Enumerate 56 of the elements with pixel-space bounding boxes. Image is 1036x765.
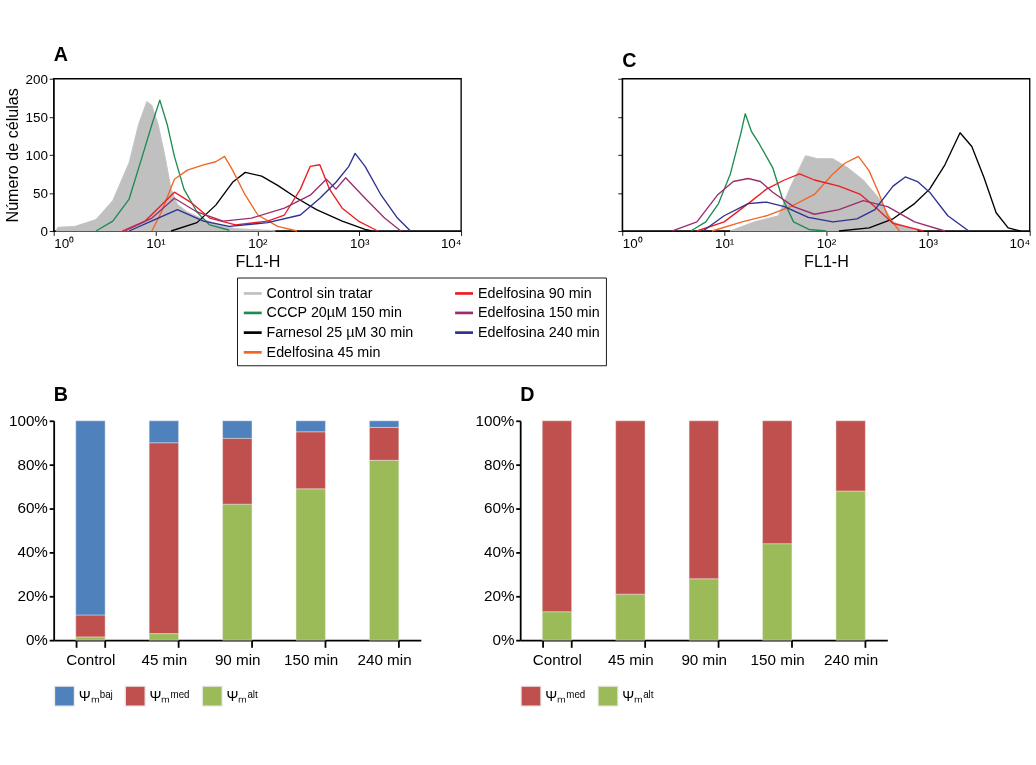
y-tick-label: 60% [483, 499, 515, 517]
y-tick-label: 60% [17, 499, 48, 517]
x-tick-label: 10⁰ [622, 236, 643, 252]
y-tick-label: 100% [475, 411, 515, 429]
x-tick-label: 10³ [918, 236, 939, 252]
legend-label: Ψₘᵃˡᵗ [226, 687, 259, 704]
x-axis-title: FL1-H [235, 252, 281, 271]
legend-label: Edelfosina 150 min [477, 304, 600, 321]
legend-label: Edelfosina 240 min [477, 324, 600, 341]
legend-label: Ψₘᵇᵃʲ [78, 687, 113, 704]
legend-label: Edelfosina 45 min [266, 343, 381, 360]
legend-label: Control sin tratar [266, 284, 373, 301]
x-tick-label: 10⁴ [440, 236, 462, 252]
y-tick-label: 40% [483, 543, 515, 561]
legend-label: Ψₘᵐᵉᵈ [149, 687, 190, 704]
x-tick-label: 45 min [141, 650, 188, 668]
x-tick-label: 240 min [357, 650, 412, 668]
y-tick-label: 0% [25, 631, 48, 649]
x-tick-label: 10⁴ [1009, 236, 1031, 252]
y-axis-title: Número de células [3, 88, 22, 223]
x-tick-label: 10² [248, 236, 269, 252]
x-tick-label: Control [66, 650, 116, 668]
chart-title: A [53, 42, 68, 65]
x-tick-label: 240 min [824, 650, 879, 668]
y-tick-label: 40% [17, 543, 48, 561]
legend-label: Ψₘᵃˡᵗ [622, 687, 654, 704]
x-tick-label: 45 min [607, 650, 654, 668]
y-tick-label: 0 [40, 223, 48, 239]
y-tick-label: 80% [483, 455, 515, 473]
legend-label: CCCP 20µM 150 min [266, 304, 402, 321]
chart-title: D [520, 383, 535, 406]
y-tick-label: 100% [8, 411, 48, 429]
y-tick-label: 80% [17, 455, 48, 473]
legend-label: Farnesol 25 µM 30 min [266, 324, 414, 341]
x-tick-label: 10² [816, 236, 837, 252]
y-tick-label: 150 [25, 109, 48, 125]
y-tick-label: 50 [32, 185, 48, 201]
x-tick-label: 150 min [750, 650, 805, 668]
x-tick-label: Control [532, 650, 582, 668]
chart-title: B [53, 383, 68, 406]
chart-title: C [622, 48, 637, 71]
legend-label: Ψₘᵐᵉᵈ [545, 687, 586, 704]
y-tick-label: 20% [17, 587, 48, 605]
x-tick-label: 10¹ [146, 236, 167, 252]
y-tick-label: 20% [483, 587, 515, 605]
legend-label: Edelfosina 90 min [477, 284, 592, 301]
x-tick-label: 10³ [350, 236, 370, 252]
x-axis-title: FL1-H [804, 252, 849, 271]
x-tick-label: 90 min [214, 650, 261, 668]
x-tick-label: 150 min [284, 650, 339, 668]
y-tick-label: 100 [25, 147, 48, 163]
x-tick-label: 10⁰ [54, 236, 75, 252]
y-tick-label: 200 [25, 71, 48, 87]
x-tick-label: 10¹ [714, 236, 735, 252]
y-tick-label: 0% [492, 631, 515, 649]
x-tick-label: 90 min [681, 650, 728, 668]
